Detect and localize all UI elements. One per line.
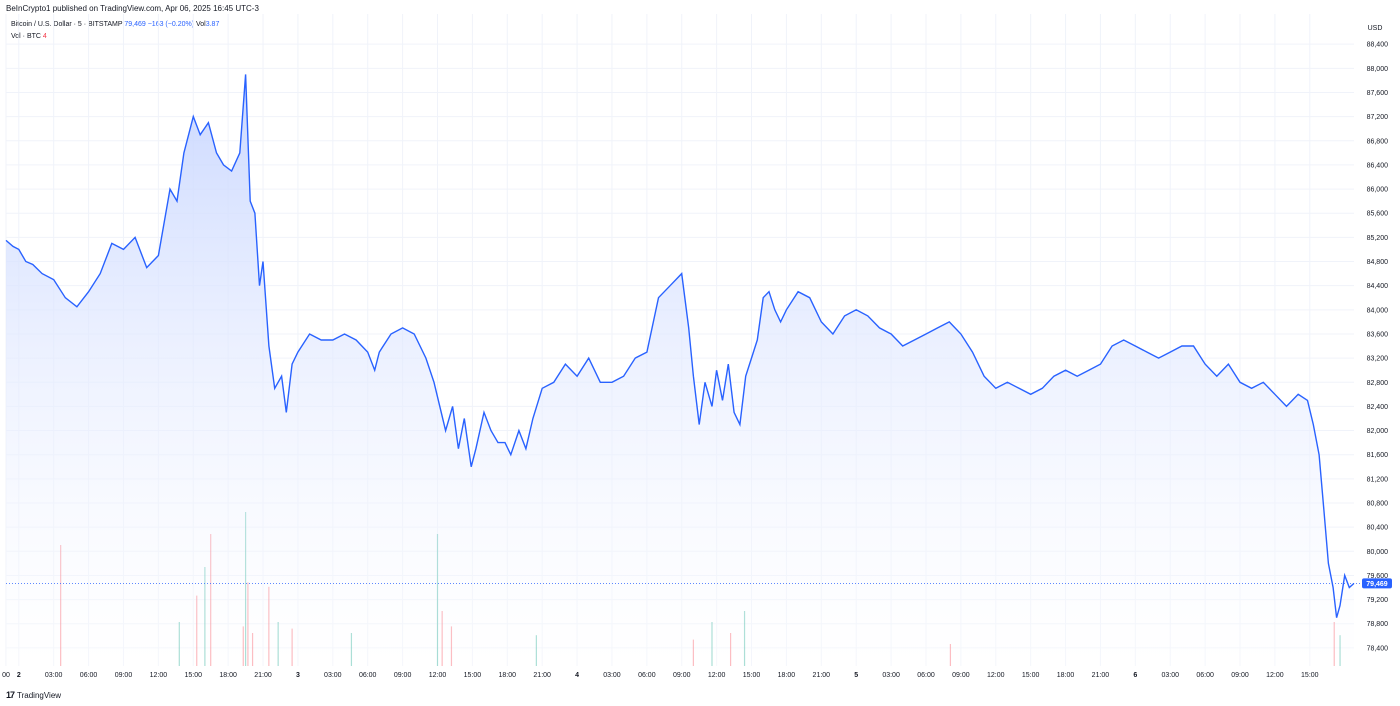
y-tick-label: 78,800: [1367, 621, 1389, 628]
x-tick-label: 2: [17, 672, 21, 679]
y-tick-label: 81,600: [1367, 452, 1389, 459]
x-tick-label: 3: [296, 672, 300, 679]
x-tick-label: 09:00: [1231, 672, 1249, 679]
y-tick-label: 84,400: [1367, 283, 1389, 290]
x-tick-label: 09:00: [115, 672, 133, 679]
y-tick-label: 83,200: [1367, 356, 1389, 363]
y-tick-label: 78,400: [1367, 645, 1389, 652]
y-tick-label: 87,200: [1367, 114, 1389, 121]
last-price: 79,469: [124, 21, 146, 28]
x-tick-label: 15:00: [184, 672, 202, 679]
volume-legend[interactable]: Vol · BTC 4: [11, 33, 47, 40]
y-tick-label: 86,800: [1367, 138, 1389, 145]
x-tick-label: 15:00: [1022, 672, 1040, 679]
y-tick-label: 83,600: [1367, 331, 1389, 338]
x-tick-label: 03:00: [45, 672, 63, 679]
price-change: −163 (−0.20%): [147, 21, 195, 28]
y-tick-label: 80,800: [1367, 501, 1389, 508]
x-tick-label: 03:00: [882, 672, 900, 679]
currency-label: USD: [1368, 25, 1383, 32]
y-tick-label: 85,600: [1367, 211, 1389, 218]
price-line: [5, 74, 1355, 618]
x-tick-label: 09:00: [394, 672, 412, 679]
y-tick-label: 80,000: [1367, 549, 1389, 556]
x-tick-label: 12:00: [1266, 672, 1284, 679]
x-tick-label: 12:00: [150, 672, 168, 679]
x-tick-label: 15:00: [743, 672, 761, 679]
y-tick-label: 88,000: [1367, 66, 1389, 73]
x-tick-label: 21:00: [254, 672, 272, 679]
y-tick-label: 86,400: [1367, 162, 1389, 169]
x-tick-label: 6: [1133, 672, 1137, 679]
x-tick-label: 12:00: [987, 672, 1005, 679]
x-tick-label: 03:00: [324, 672, 342, 679]
y-tick-label: 88,400: [1367, 42, 1389, 49]
x-tick-label: 03:00: [603, 672, 621, 679]
x-tick-label: 06:00: [917, 672, 935, 679]
y-tick-label: 84,800: [1367, 259, 1389, 266]
x-tick-label: 18:00: [1057, 672, 1075, 679]
y-tick-label: 85,200: [1367, 235, 1389, 242]
x-tick-label: 12:00: [708, 672, 726, 679]
x-tick-label: 18:00: [219, 672, 237, 679]
x-tick-label: 4: [575, 672, 579, 679]
y-tick-label: 81,200: [1367, 476, 1389, 483]
x-tick-label: 09:00: [673, 672, 691, 679]
time-axis[interactable]: 00 2 03:00 06:00 09:00 12:00 15:00 18:00 21:00 3 0…: [2, 672, 1319, 679]
price-axis[interactable]: 78,400 78,800 79,200 79,600 80,000 80,400 80,8…: [1367, 42, 1389, 653]
tradingview-footer[interactable]: 17 TradingView: [6, 690, 61, 700]
volume-series-name: Vol · BTC: [11, 33, 41, 40]
tradingview-brand: TradingView: [17, 690, 62, 700]
tradingview-logo: 17: [6, 690, 15, 700]
y-tick-label: 87,600: [1367, 90, 1389, 97]
x-tick-label: 15:00: [464, 672, 482, 679]
x-tick-label: 00: [2, 672, 10, 679]
x-tick-label: 21:00: [1092, 672, 1110, 679]
y-tick-label: 82,400: [1367, 404, 1389, 411]
currency-button[interactable]: USD: [1360, 20, 1390, 34]
price-tag: 79,469: [1362, 578, 1392, 589]
y-tick-label: 82,000: [1367, 428, 1389, 435]
x-tick-label: 06:00: [1196, 672, 1214, 679]
x-tick-label: 21:00: [813, 672, 831, 679]
symbol-name: Bitcoin / U.S. Dollar · 5 · BITSTAMP: [11, 21, 123, 28]
x-tick-label: 03:00: [1161, 672, 1179, 679]
y-tick-label: 80,400: [1367, 525, 1389, 532]
vol-label: Vol: [195, 21, 206, 28]
x-tick-label: 18:00: [499, 672, 517, 679]
symbol-legend[interactable]: Bitcoin / U.S. Dollar · 5 · BITSTAMP 79,…: [11, 21, 219, 28]
y-tick-label: 86,000: [1367, 187, 1389, 194]
price-tag-label: 79,469: [1366, 581, 1388, 588]
y-tick-label: 84,000: [1367, 307, 1389, 314]
volume-series-value: 4: [42, 33, 47, 40]
y-tick-label: 82,800: [1367, 380, 1389, 387]
x-tick-label: 18:00: [778, 672, 796, 679]
price-area: [6, 74, 1354, 666]
vol-value: 3.87: [205, 21, 220, 28]
x-tick-label: 12:00: [429, 672, 447, 679]
x-tick-label: 06:00: [80, 672, 98, 679]
x-tick-label: 21:00: [533, 672, 551, 679]
published-header: BeInCrypto1 published on TradingView.com…: [6, 4, 259, 13]
x-tick-label: 5: [854, 672, 858, 679]
x-tick-label: 15:00: [1301, 672, 1319, 679]
x-tick-label: 06:00: [359, 672, 377, 679]
x-tick-label: 09:00: [952, 672, 970, 679]
y-tick-label: 79,600: [1367, 573, 1389, 580]
x-tick-label: 06:00: [638, 672, 656, 679]
y-tick-label: 79,200: [1367, 597, 1389, 604]
